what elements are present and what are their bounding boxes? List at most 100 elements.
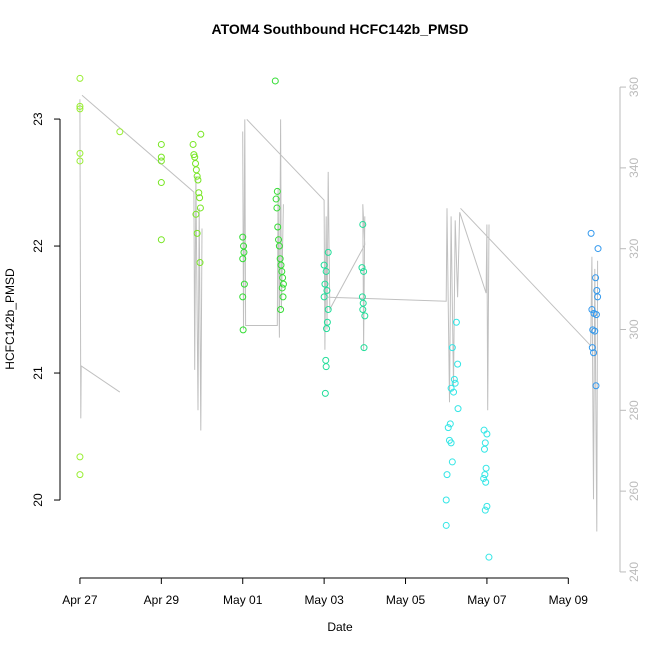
point	[240, 248, 248, 256]
y-tick-label: 21	[31, 366, 45, 380]
point	[454, 405, 462, 413]
point	[273, 204, 281, 212]
point	[451, 379, 459, 387]
point	[594, 245, 602, 253]
point	[360, 344, 368, 352]
point	[321, 280, 329, 288]
point	[482, 478, 490, 486]
point	[194, 176, 202, 184]
point	[277, 306, 285, 314]
point	[324, 248, 332, 256]
point	[76, 102, 84, 110]
point	[192, 159, 200, 167]
y-axis-label: HCFC142b_PMSD	[3, 268, 17, 370]
point	[322, 363, 330, 371]
point	[192, 166, 200, 174]
point	[274, 223, 282, 231]
point	[196, 259, 204, 267]
point	[587, 229, 595, 237]
y-tick-label: 20	[31, 493, 45, 507]
x-tick-label: May 07	[467, 593, 507, 607]
x-tick-label: May 03	[304, 593, 344, 607]
point	[481, 471, 489, 479]
point	[239, 255, 247, 263]
point	[359, 306, 367, 314]
point	[358, 264, 366, 272]
y-tick-label: 23	[31, 112, 45, 126]
point	[321, 389, 329, 397]
point	[454, 360, 462, 368]
point	[76, 105, 84, 113]
line	[79, 94, 599, 532]
y2-tick-label: 320	[627, 238, 641, 258]
point	[592, 274, 600, 282]
x-axis-label: Date	[327, 620, 353, 634]
point	[116, 128, 124, 136]
point	[275, 242, 283, 250]
point	[443, 471, 451, 479]
point	[157, 140, 165, 148]
point	[196, 194, 204, 202]
point	[157, 157, 165, 165]
point	[482, 464, 490, 472]
point	[442, 521, 450, 529]
point	[588, 344, 596, 352]
point	[197, 130, 205, 138]
point	[324, 306, 332, 314]
point	[359, 220, 367, 228]
point	[590, 349, 598, 357]
point	[446, 420, 454, 428]
y2-tick-label: 260	[627, 481, 641, 501]
x-tick-label: Apr 27	[62, 593, 98, 607]
point	[76, 453, 84, 461]
point	[591, 327, 599, 335]
x-tick-label: Apr 29	[144, 593, 180, 607]
point	[592, 311, 600, 319]
point	[444, 424, 452, 432]
point	[452, 318, 460, 326]
point	[483, 430, 491, 438]
x-tick-label: May 01	[223, 593, 263, 607]
x-tick-label: May 05	[386, 593, 426, 607]
point	[483, 502, 491, 510]
point	[192, 210, 200, 218]
point	[193, 172, 201, 180]
y2-tick-label: 360	[627, 77, 641, 97]
point	[76, 471, 84, 479]
point	[240, 280, 248, 288]
point	[272, 195, 280, 203]
point	[279, 293, 287, 301]
y-tick-label: 22	[31, 239, 45, 253]
chart-title: ATOM4 Southbound HCFC142b_PMSD	[212, 21, 469, 37]
point	[450, 388, 458, 396]
point	[189, 140, 197, 148]
point	[273, 187, 281, 195]
point	[447, 439, 455, 447]
point	[588, 306, 596, 314]
point	[322, 267, 330, 275]
point	[481, 439, 489, 447]
point	[361, 312, 369, 320]
point	[239, 293, 247, 301]
point	[480, 445, 488, 453]
point	[76, 74, 84, 82]
x-tick-label: May 09	[549, 593, 589, 607]
y2-tick-label: 240	[627, 562, 641, 582]
point	[320, 261, 328, 269]
point	[278, 284, 286, 292]
point	[239, 233, 247, 241]
point	[157, 153, 165, 161]
point	[450, 375, 458, 383]
y2-tick-label: 300	[627, 319, 641, 339]
point	[323, 286, 331, 294]
point	[442, 496, 450, 504]
point	[157, 236, 165, 244]
point	[320, 293, 328, 301]
point	[239, 326, 247, 334]
point	[157, 179, 165, 187]
point	[322, 356, 330, 364]
point	[594, 293, 602, 301]
point	[195, 189, 203, 197]
point	[480, 474, 488, 482]
